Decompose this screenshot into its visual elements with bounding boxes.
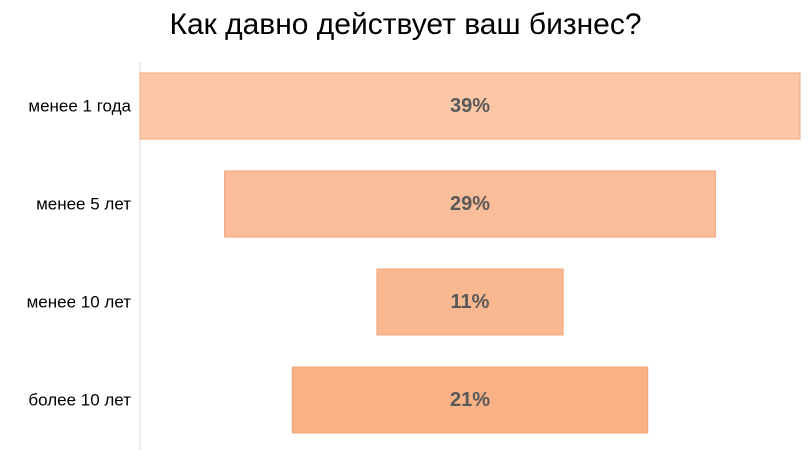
category-label-2: менее 5 лет — [36, 195, 131, 214]
category-label-1: менее 1 года — [28, 97, 131, 116]
bar-4 — [291, 366, 649, 434]
category-label-4: более 10 лет — [28, 391, 131, 410]
data-label-1: 39% — [450, 95, 490, 117]
bar-2 — [224, 170, 716, 238]
data-label-4: 21% — [450, 389, 490, 411]
bar-1 — [139, 72, 801, 140]
data-label-3: 11% — [451, 291, 490, 313]
bar-3 — [376, 268, 564, 336]
chart-title: Как давно действует ваш бизнес? — [169, 8, 642, 41]
data-label-2: 29% — [450, 193, 490, 215]
category-label-3: менее 10 лет — [27, 293, 132, 312]
